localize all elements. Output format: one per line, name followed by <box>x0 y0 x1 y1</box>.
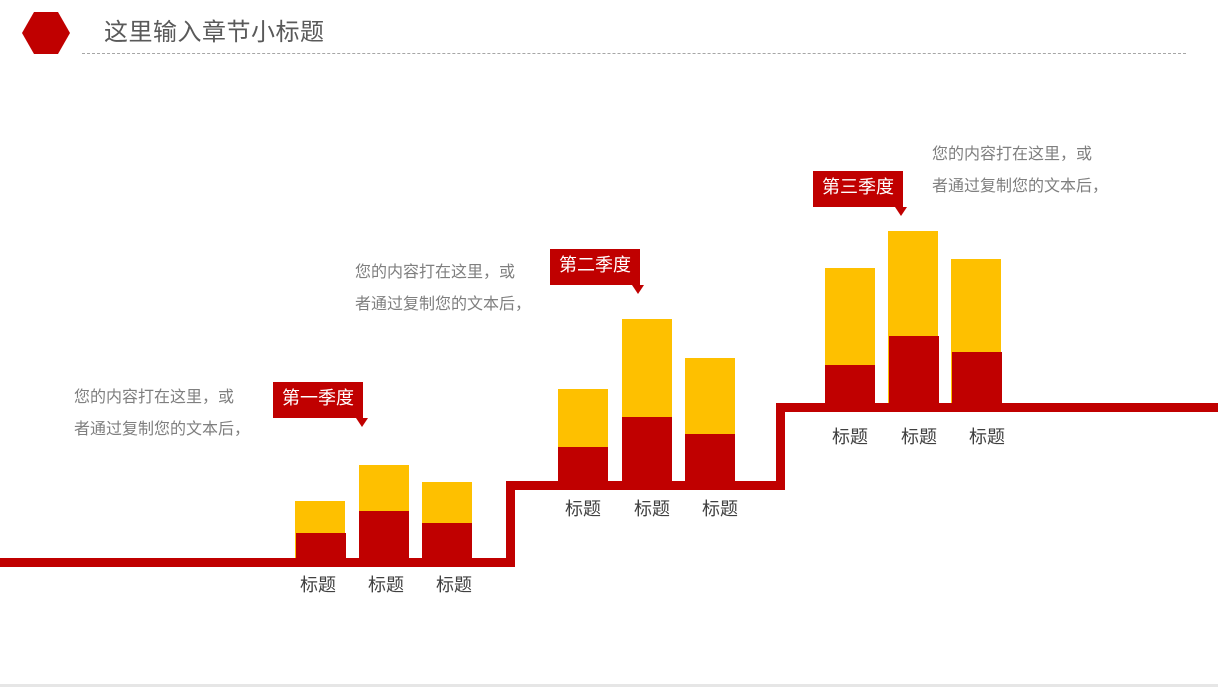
q3-bar2-red <box>889 336 939 403</box>
q1-bar3-label: 标题 <box>436 575 472 596</box>
q1-callout: 第一季度 <box>273 382 363 418</box>
q2-bar1-label: 标题 <box>565 499 601 520</box>
q3-bar1-label: 标题 <box>832 427 868 448</box>
q1-bar1-red <box>296 533 346 558</box>
q2-callout: 第二季度 <box>550 249 640 285</box>
q3-bar3-label: 标题 <box>969 427 1005 448</box>
q3-description-line2: 者通过复制您的文本后， <box>932 176 1109 195</box>
q2-callout-pointer <box>632 285 644 294</box>
q1-callout-pointer <box>356 418 368 427</box>
q2-bar1-red <box>558 447 608 481</box>
page-title: 这里输入章节小标题 <box>104 18 325 46</box>
q2-bar2-red <box>622 417 672 481</box>
q1-bar1-label: 标题 <box>300 575 336 596</box>
q3-description-line1: 您的内容打在这里，或 <box>932 144 1093 163</box>
q1-description-line1: 您的内容打在这里，或 <box>74 387 235 406</box>
q1-description-line2: 者通过复制您的文本后， <box>74 419 251 438</box>
q3-callout: 第三季度 <box>813 171 903 207</box>
title-divider <box>82 53 1186 54</box>
q1-bar2-red <box>359 511 409 558</box>
q3-callout-pointer <box>895 207 907 216</box>
q1-bar3-red <box>422 523 472 558</box>
q3-bar1-red <box>825 365 875 403</box>
q2-bar3-red <box>685 434 735 481</box>
hexagon-icon <box>22 12 70 54</box>
q1-bar2-label: 标题 <box>368 575 404 596</box>
q2-bar3-label: 标题 <box>702 499 738 520</box>
bottom-edge <box>0 684 1218 687</box>
q2-bar2-label: 标题 <box>634 499 670 520</box>
q2-description-line2: 者通过复制您的文本后， <box>355 294 532 313</box>
q2-description-line1: 您的内容打在这里，或 <box>355 262 516 281</box>
q3-bar3-red <box>952 352 1002 403</box>
q3-bar2-label: 标题 <box>901 427 937 448</box>
